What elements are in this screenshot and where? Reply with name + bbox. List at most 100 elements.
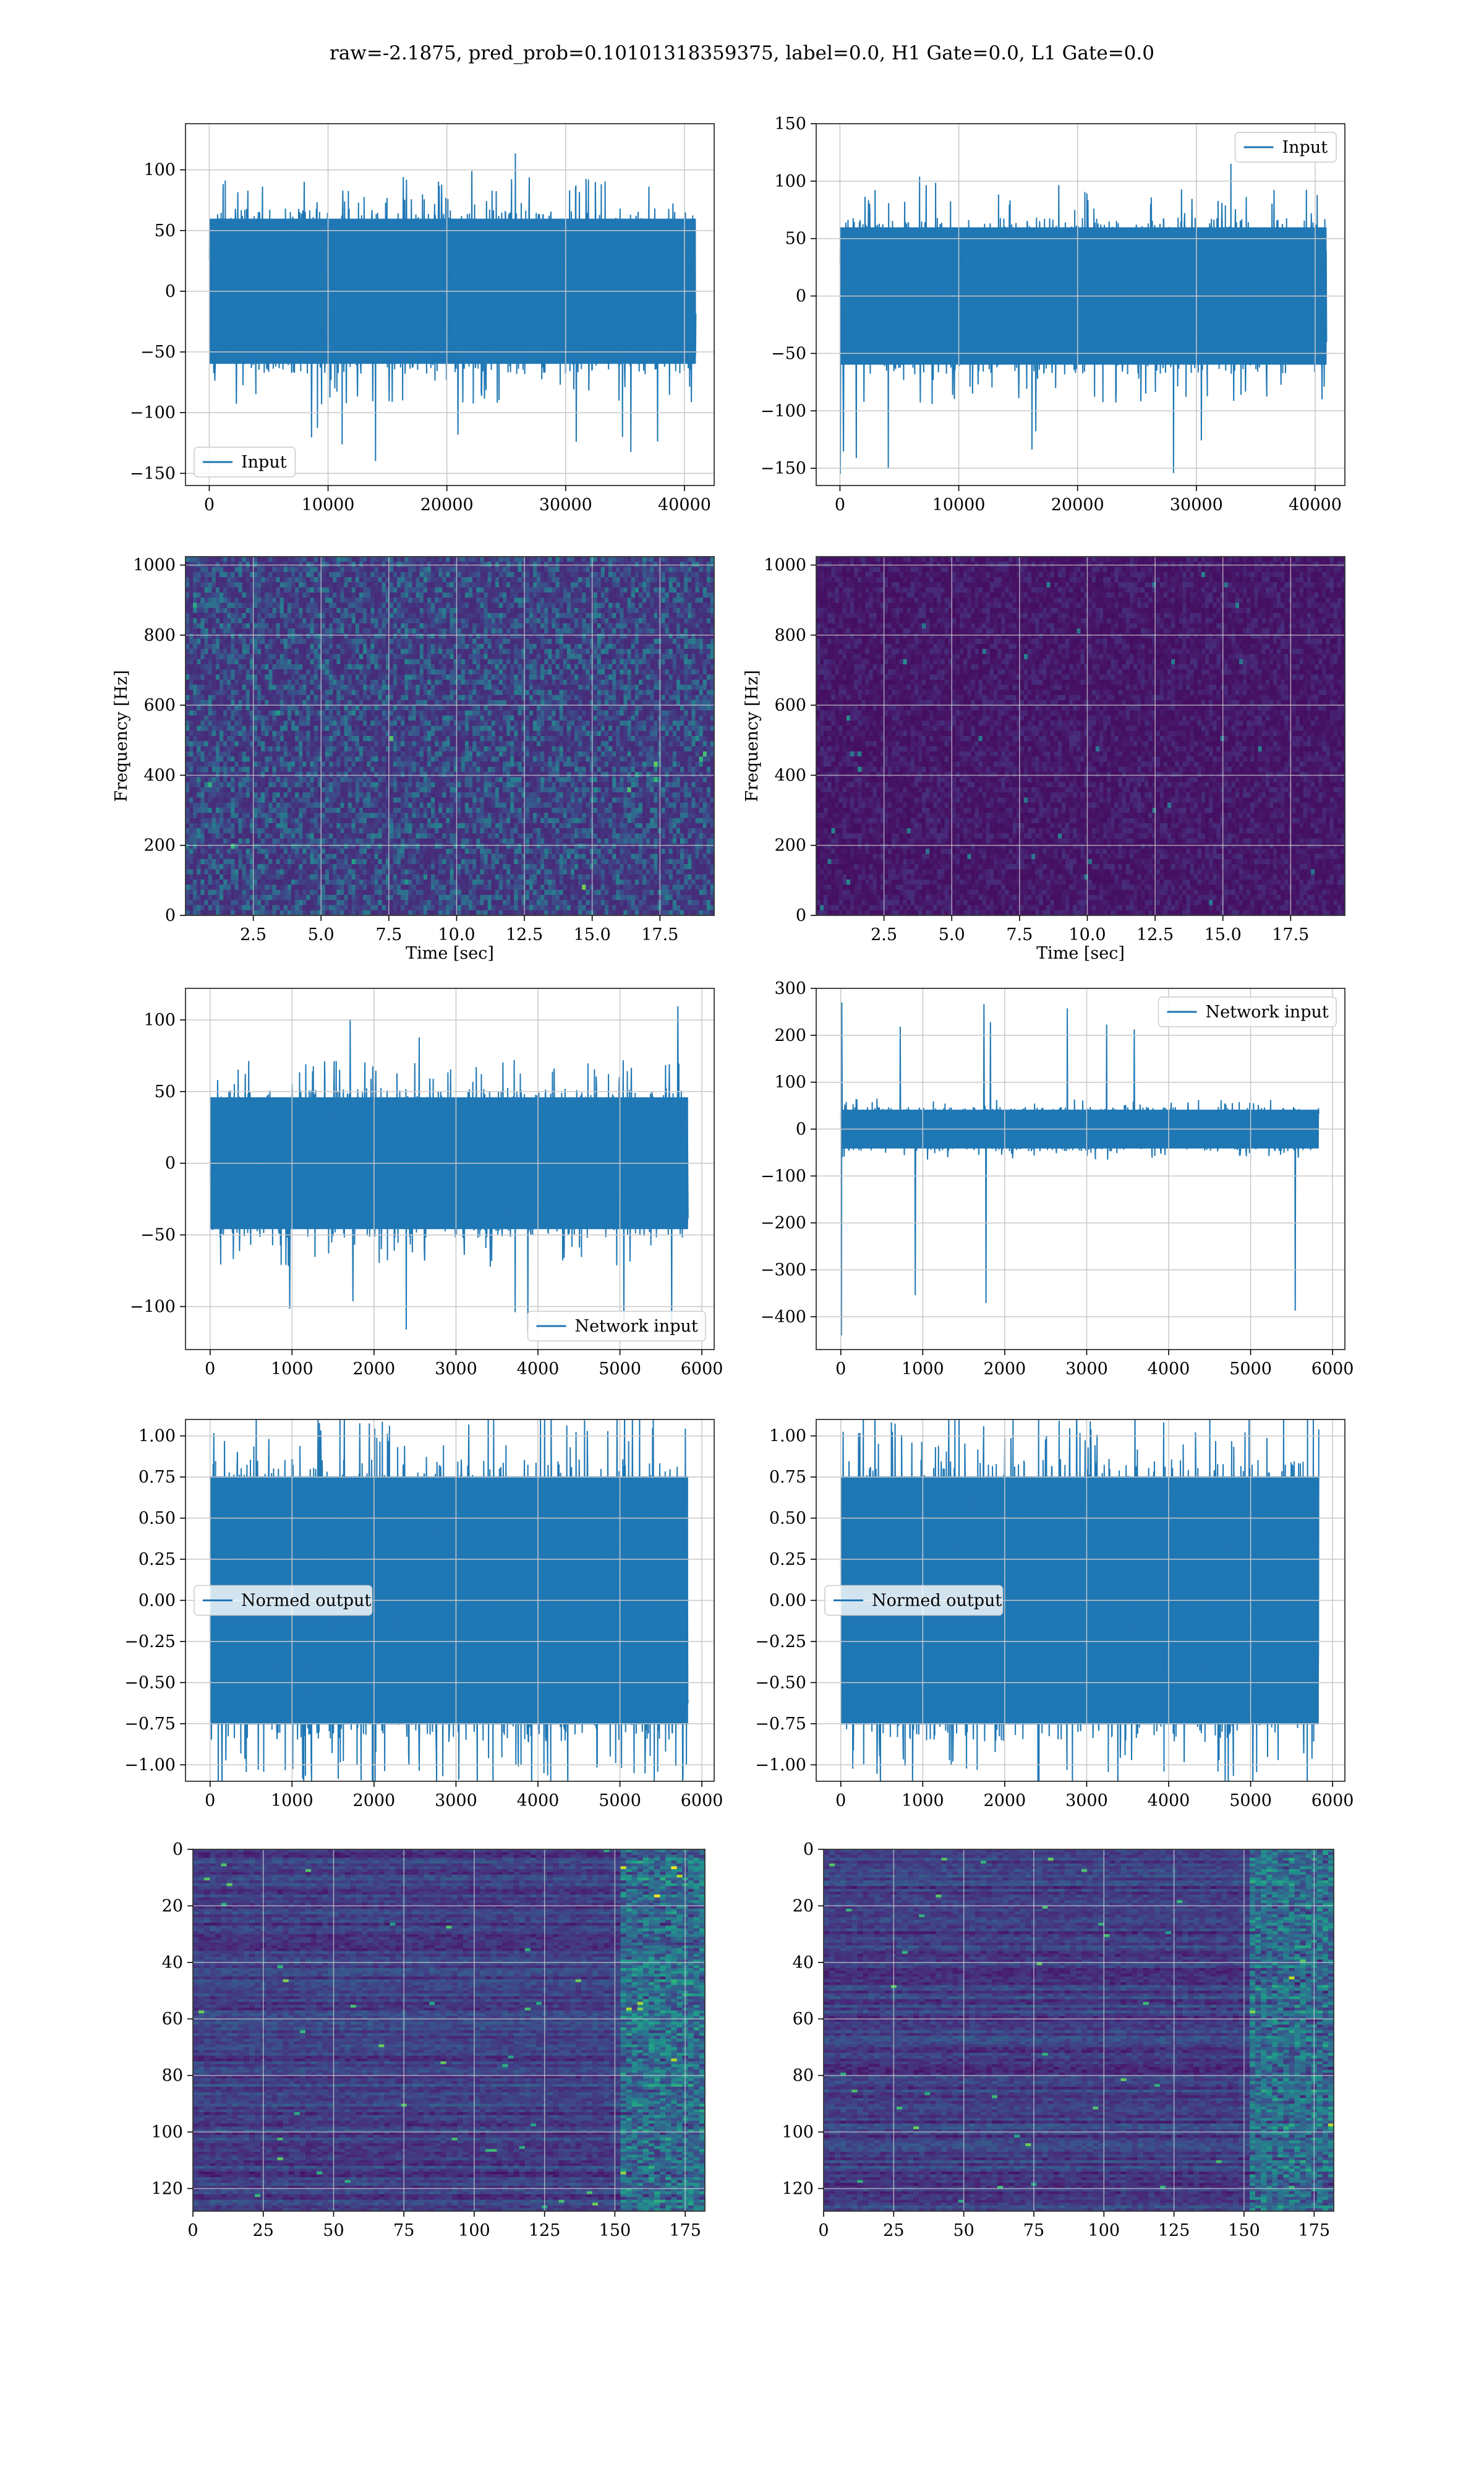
y-tick-label: −0.50 — [755, 1673, 806, 1692]
x-tick-label: 50 — [953, 2221, 974, 2240]
y-tick-label: 0.75 — [139, 1468, 176, 1487]
x-tick-label: 0 — [204, 495, 215, 515]
series-line — [840, 1419, 1320, 1781]
plot-area-r2c1 — [186, 557, 714, 915]
y-tick-label: 100 — [774, 1073, 806, 1092]
x-tick-label: 5.0 — [308, 925, 335, 944]
x-tick-label: 10.0 — [438, 925, 475, 944]
x-axis-label: Time [sec] — [1036, 944, 1125, 963]
x-tick-label: 20000 — [420, 495, 474, 515]
y-tick-label: 0 — [165, 906, 176, 925]
legend-label: Normed output — [872, 1591, 1002, 1611]
legend-label: Network input — [575, 1317, 698, 1336]
x-tick-label: 2000 — [984, 1359, 1026, 1379]
plot-area-r3c1 — [186, 988, 714, 1350]
y-tick-label: 100 — [143, 1011, 176, 1030]
x-tick-label: 25 — [253, 2221, 274, 2240]
x-tick-label: 175 — [669, 2221, 701, 2240]
y-tick-label: −0.50 — [124, 1673, 176, 1692]
y-tick-label: 200 — [143, 836, 176, 855]
y-tick-label: 1.00 — [769, 1427, 806, 1446]
x-tick-label: 5.0 — [939, 925, 965, 944]
y-tick-label: 0.25 — [769, 1550, 806, 1569]
x-tick-label: 0 — [835, 495, 845, 515]
plot-area-r2c2 — [816, 557, 1345, 915]
x-tick-label: 4000 — [517, 1791, 560, 1810]
y-tick-label: 200 — [774, 1026, 806, 1045]
subplot-r4c2: 0 1000 2000 3000 4000 5000 6000 −1.00 −0.75 −0.50… — [755, 1419, 1354, 1810]
y-tick-label: 800 — [143, 626, 176, 645]
legend: Input — [1234, 132, 1337, 163]
x-tick-label: 2000 — [353, 1359, 396, 1379]
y-tick-label: 40 — [162, 1953, 183, 1972]
x-tick-label: 7.5 — [1006, 925, 1033, 944]
y-axis-label: Frequency [Hz] — [112, 670, 131, 802]
y-axis-label: Frequency [Hz] — [743, 670, 762, 802]
y-tick-label: 50 — [155, 221, 176, 241]
y-tick-label: −1.00 — [755, 1755, 806, 1774]
series-line — [209, 1419, 689, 1781]
legend: Normed output — [194, 1585, 373, 1616]
x-tick-label: 15.0 — [574, 925, 611, 944]
y-tick-label: 60 — [793, 2010, 814, 2029]
y-tick-label: 0 — [796, 287, 806, 306]
x-tick-label: 5000 — [1229, 1791, 1272, 1810]
x-tick-label: 6000 — [1311, 1359, 1354, 1379]
figure-title: raw=-2.1875, pred_prob=0.10101318359375,… — [0, 42, 1484, 64]
y-tick-label: 1000 — [764, 556, 806, 575]
y-tick-label: −0.75 — [124, 1714, 176, 1734]
y-tick-label: 300 — [774, 979, 806, 998]
y-tick-label: −150 — [761, 459, 806, 478]
plot-area-r1c1 — [186, 124, 714, 486]
y-tick-label: −100 — [130, 403, 176, 422]
y-tick-label: −150 — [130, 464, 176, 483]
y-tick-label: 0.50 — [139, 1509, 176, 1528]
y-tick-label: 400 — [143, 766, 176, 785]
y-tick-label: −50 — [140, 343, 176, 362]
y-tick-label: 50 — [785, 229, 806, 249]
y-tick-label: 0 — [803, 1840, 814, 1859]
y-tick-label: 20 — [162, 1896, 183, 1915]
y-tick-label: −100 — [761, 1166, 806, 1186]
axes-frame — [823, 1849, 1334, 2212]
x-tick-label: 2.5 — [240, 925, 267, 944]
y-tick-label: 200 — [774, 836, 806, 855]
x-tick-label: 20000 — [1051, 495, 1104, 515]
y-tick-label: 120 — [151, 2179, 183, 2198]
x-tick-label: 17.5 — [641, 925, 678, 944]
plot-area-r5c2 — [824, 1849, 1334, 2211]
legend: Network input — [1158, 996, 1337, 1027]
subplot-r2c2: 2.5 5.0 7.5 10.0 12.5 15.0 17.5 0 200 400 600 800 10… — [743, 556, 1345, 963]
x-tick-label: 1000 — [902, 1359, 944, 1379]
y-tick-label: 0 — [796, 906, 806, 925]
axes-frame — [816, 988, 1345, 1350]
y-tick-label: 400 — [774, 766, 806, 785]
y-tick-label: 1000 — [133, 556, 176, 575]
x-tick-label: 125 — [529, 2221, 561, 2240]
y-tick-label: 120 — [782, 2179, 814, 2198]
x-tick-label: 1000 — [271, 1791, 313, 1810]
x-tick-label: 2.5 — [871, 925, 897, 944]
y-tick-label: 0.50 — [769, 1509, 806, 1528]
x-tick-label: 12.5 — [1136, 925, 1174, 944]
x-tick-label: 4000 — [517, 1359, 560, 1379]
axes-frame — [185, 556, 715, 916]
x-tick-label: 150 — [599, 2221, 631, 2240]
axes-frame — [816, 556, 1345, 916]
legend-label: Normed output — [241, 1591, 371, 1611]
y-tick-label: 100 — [774, 172, 806, 191]
subplot-r5c1: 0 25 50 75 100 125 150 175 0 20 40 60 80 100 120 — [151, 1840, 706, 2240]
y-tick-label: 0.25 — [139, 1550, 176, 1569]
x-tick-label: 25 — [883, 2221, 904, 2240]
series-line — [208, 153, 697, 461]
x-tick-label: 30000 — [1170, 495, 1223, 515]
y-tick-label: 100 — [782, 2123, 814, 2142]
y-tick-label: 80 — [162, 2066, 183, 2086]
subplot-r4c1: 0 1000 2000 3000 4000 5000 6000 −1.00 −0.75 −0.50… — [124, 1419, 723, 1810]
y-tick-label: −400 — [761, 1308, 806, 1327]
x-tick-label: 3000 — [1065, 1359, 1108, 1379]
axes-frame — [192, 1849, 706, 2212]
x-tick-label: 0 — [818, 2221, 829, 2240]
